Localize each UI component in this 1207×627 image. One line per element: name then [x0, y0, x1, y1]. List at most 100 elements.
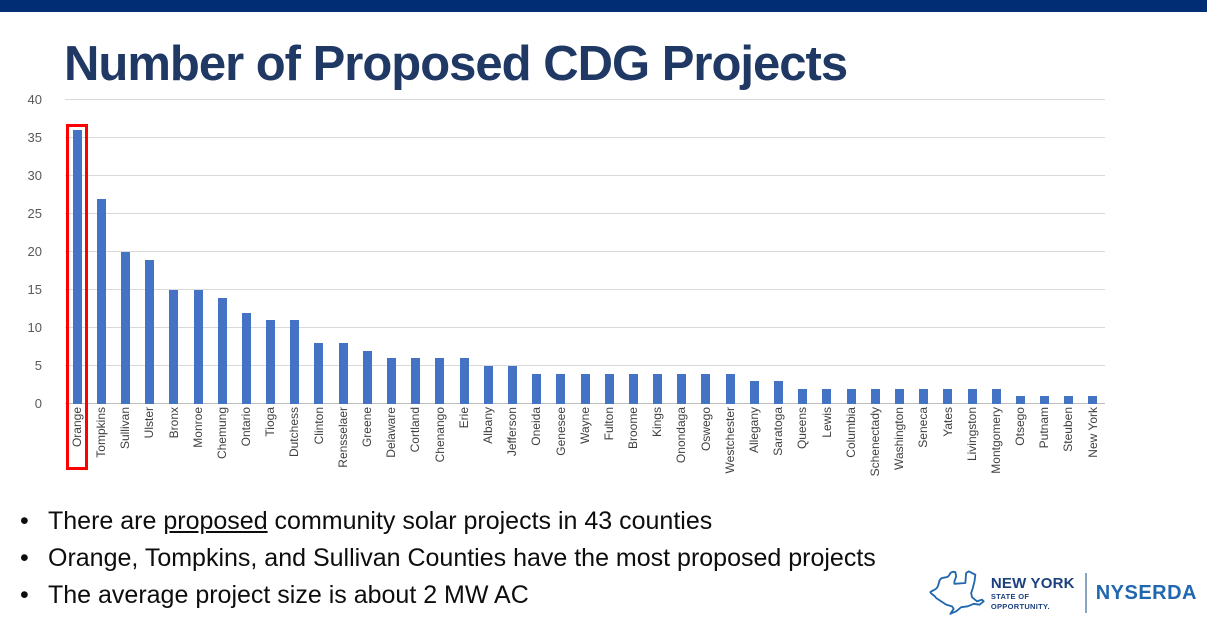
- bar-onondaga: [677, 373, 687, 404]
- y-tick-label: 20: [27, 244, 42, 259]
- x-label-slot: Cortland: [404, 407, 428, 493]
- x-axis-label: Ontario: [239, 407, 254, 447]
- x-label-slot: Clinton: [307, 407, 331, 493]
- x-label-slot: Jefferson: [500, 407, 524, 493]
- bar-slot: [162, 100, 186, 404]
- x-label-slot: Westchester: [718, 407, 742, 493]
- bar-oneida: [532, 373, 542, 404]
- x-label-slot: Oneida: [525, 407, 549, 493]
- bar-schenectady: [870, 388, 880, 404]
- x-axis-label: Montgomery: [988, 407, 1003, 474]
- x-axis-label: Monroe: [190, 407, 205, 448]
- bar-tioga: [266, 320, 276, 404]
- bullet-item: • Orange, Tompkins, and Sullivan Counties…: [20, 540, 1020, 577]
- bullet-text-segment: Orange, Tompkins, and Sullivan Counties …: [48, 544, 876, 572]
- bar-orange: [72, 130, 82, 404]
- bar-slot: [694, 100, 718, 404]
- logo-tagline-line1: STATE OF: [990, 592, 1030, 602]
- x-label-slot: Livingston: [960, 407, 984, 493]
- bar-slot: [283, 100, 307, 404]
- bar-putnam: [1040, 396, 1050, 404]
- x-label-slot: Bronx: [162, 407, 186, 493]
- bar-new-york: [1088, 396, 1098, 404]
- x-label-slot: Schenectady: [863, 407, 887, 493]
- y-tick-label: 35: [27, 130, 42, 145]
- bar-bronx: [169, 290, 179, 404]
- x-label-slot: Monroe: [186, 407, 210, 493]
- x-label-slot: Saratoga: [766, 407, 790, 493]
- bullet-dot: •: [20, 544, 29, 572]
- x-axis-label: Sullivan: [118, 407, 133, 450]
- bar-slot: [259, 100, 283, 404]
- bar-slot: [621, 100, 645, 404]
- orange-highlight-box: [66, 124, 89, 470]
- bar-slot: [379, 100, 403, 404]
- bar-rensselaer: [338, 343, 348, 404]
- x-label-slot: Albany: [476, 407, 500, 493]
- bar-columbia: [846, 388, 856, 404]
- x-label-slot: Oswego: [694, 407, 718, 493]
- x-axis-label: Oswego: [698, 407, 713, 452]
- bar-ulster: [145, 259, 155, 404]
- x-label-slot: Kings: [646, 407, 670, 493]
- x-label-slot: Montgomery: [984, 407, 1008, 493]
- x-label-slot: Rensselaer: [331, 407, 355, 493]
- gridline-25: [65, 213, 1105, 214]
- ny-state-icon: [929, 570, 985, 615]
- bar-slot: [234, 100, 258, 404]
- x-axis-label: Allegany: [747, 407, 762, 454]
- gridline-5: [65, 365, 1105, 366]
- bars-container: [65, 100, 1105, 404]
- bar-slot: [670, 100, 694, 404]
- bar-allegany: [749, 381, 759, 404]
- x-axis-label: Cortland: [408, 407, 423, 453]
- bar-slot: [936, 100, 960, 404]
- bar-slot: [138, 100, 162, 404]
- bar-slot: [960, 100, 984, 404]
- bar-slot: [307, 100, 331, 404]
- bar-saratoga: [774, 381, 784, 404]
- bullet-item: • The average project size is about 2 MW …: [20, 577, 1020, 614]
- bar-genesee: [556, 373, 566, 404]
- bar-albany: [483, 366, 493, 404]
- y-tick-label: 15: [27, 282, 42, 297]
- x-axis-label: Tompkins: [93, 407, 108, 458]
- x-label-slot: Greene: [355, 407, 379, 493]
- x-label-slot: Ontario: [234, 407, 258, 493]
- bar-montgomery: [991, 388, 1001, 404]
- bar-tompkins: [96, 198, 106, 404]
- page-title: Number of Proposed CDG Projects: [64, 37, 848, 91]
- y-tick-label: 10: [27, 320, 42, 335]
- x-axis-label: Putnam: [1037, 407, 1052, 449]
- bar-slot: [766, 100, 790, 404]
- x-axis-label: Albany: [480, 407, 495, 444]
- x-axis-label: Delaware: [384, 407, 399, 458]
- x-label-slot: Tompkins: [89, 407, 113, 493]
- x-label-slot: Steuben: [1057, 407, 1081, 493]
- x-label-slot: Dutchess: [283, 407, 307, 493]
- bar-chenango: [435, 358, 445, 404]
- y-tick-label: 40: [27, 92, 42, 107]
- bar-slot: [1008, 100, 1032, 404]
- x-label-slot: Onondaga: [670, 407, 694, 493]
- bar-slot: [65, 100, 89, 404]
- x-axis-label: Greene: [360, 407, 375, 448]
- bar-chart: 0 5 10 15 20 25 30 35 40 Orange Tompkins Sullivan U…: [0, 92, 1207, 495]
- bar-dutchess: [290, 320, 300, 404]
- x-label-slot: Columbia: [839, 407, 863, 493]
- bullet-dot: •: [20, 581, 29, 609]
- x-axis-label: Bronx: [166, 407, 181, 439]
- x-axis-label: Genesee: [553, 407, 568, 456]
- bar-delaware: [387, 358, 397, 404]
- x-label-slot: Delaware: [379, 407, 403, 493]
- x-axis-label: Seneca: [916, 407, 931, 448]
- bar-slot: [113, 100, 137, 404]
- x-axis-labels: Orange Tompkins Sullivan Ulster Bronx Monroe C…: [65, 407, 1105, 493]
- x-axis-label: Ulster: [142, 407, 157, 439]
- y-tick-label: 30: [27, 168, 42, 183]
- x-axis-label: Westchester: [722, 407, 737, 474]
- bar-slot: [718, 100, 742, 404]
- bar-cortland: [411, 358, 421, 404]
- bar-kings: [653, 373, 663, 404]
- bar-slot: [500, 100, 524, 404]
